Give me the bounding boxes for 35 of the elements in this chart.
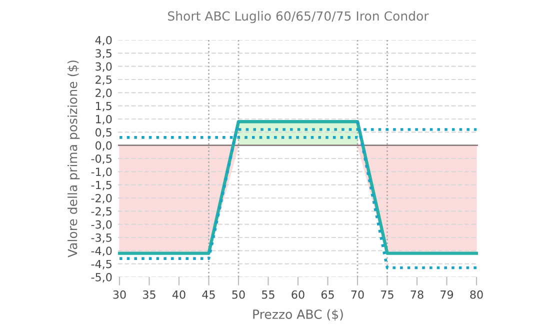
y-tick-label: -5,0 — [91, 272, 112, 283]
x-tick-label: 70 — [351, 290, 364, 299]
x-tick-label: 78 — [410, 290, 424, 299]
y-tick-label: -0,5 — [91, 154, 112, 164]
x-axis-title: Prezzo ABC ($) — [253, 309, 343, 321]
y-tick-label: -1,5 — [91, 180, 112, 190]
x-tick-label: 60 — [292, 290, 304, 299]
x-tick-label: 45 — [202, 290, 215, 299]
x-tick-label: 40 — [172, 290, 186, 299]
x-tick-label: 65 — [321, 290, 334, 299]
y-tick-label: -2,0 — [91, 194, 112, 204]
y-tick-label: 1,5 — [96, 102, 112, 112]
y-tick-label: 0,0 — [96, 141, 112, 151]
chart-title: Short ABC Luglio 60/65/70/75 Iron Condor — [168, 11, 429, 24]
y-tick-label: 1,0 — [96, 114, 112, 125]
x-tick-label: 75 — [381, 290, 394, 299]
y-tick-label: -4,5 — [91, 260, 112, 270]
y-tick-label: -2,5 — [91, 207, 112, 217]
x-tick-label: 80 — [470, 290, 483, 299]
x-tick-label: 50 — [232, 290, 245, 299]
x-tick-label: 30 — [113, 290, 126, 299]
y-tick-label: 3,0 — [96, 62, 112, 72]
y-tick-label: 2,0 — [96, 88, 112, 98]
y-tick-label: -3,0 — [91, 220, 112, 230]
y-tick-label: 0,5 — [96, 128, 112, 138]
y-tick-label: 4,0 — [95, 36, 112, 46]
y-tick-label: 3,5 — [96, 49, 112, 59]
y-tick-label: -1,0 — [91, 168, 112, 178]
x-tick-label: 35 — [143, 290, 156, 299]
x-tick-label: 79 — [440, 290, 454, 299]
y-axis-title: Valore della prima posizione ($) — [68, 60, 80, 258]
y-tick-label: -4,0 — [91, 246, 112, 256]
y-tick-label: -3,5 — [91, 233, 112, 244]
x-tick-label: 55 — [262, 290, 274, 299]
y-tick-label: 2,5 — [96, 75, 112, 86]
